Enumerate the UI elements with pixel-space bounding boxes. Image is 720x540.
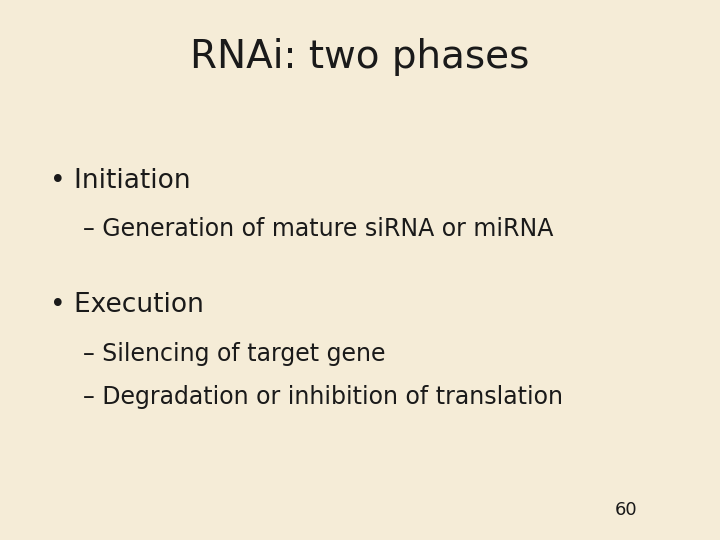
Text: RNAi: two phases: RNAi: two phases — [190, 38, 530, 76]
Text: • Initiation: • Initiation — [50, 168, 191, 194]
Text: – Generation of mature siRNA or miRNA: – Generation of mature siRNA or miRNA — [83, 218, 553, 241]
Text: – Silencing of target gene: – Silencing of target gene — [83, 342, 385, 366]
Text: – Degradation or inhibition of translation: – Degradation or inhibition of translati… — [83, 385, 563, 409]
Text: • Execution: • Execution — [50, 292, 204, 318]
Text: 60: 60 — [615, 501, 638, 519]
